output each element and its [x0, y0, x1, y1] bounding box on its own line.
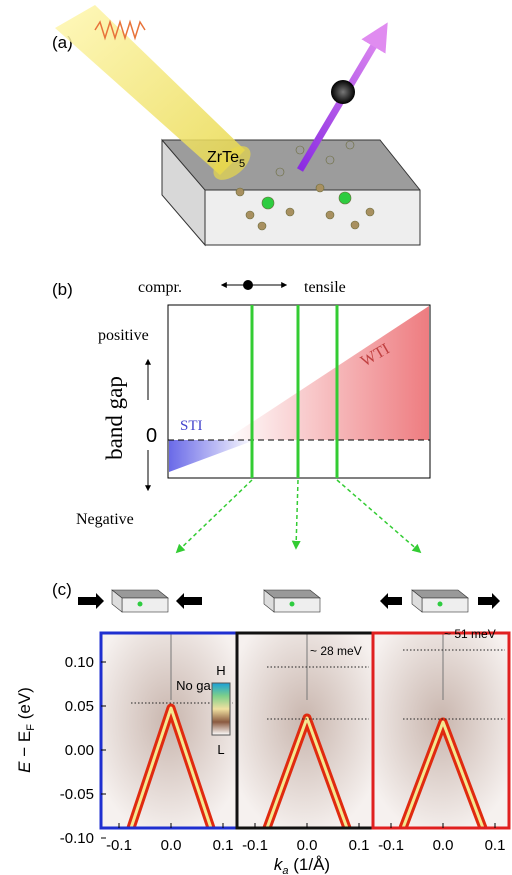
- x-tick-label: 0.0: [297, 837, 318, 854]
- strain-icons: [78, 590, 500, 612]
- x-tick-label: 0.0: [161, 837, 182, 854]
- pull-arrow: [380, 593, 402, 609]
- material-name: ZrTe: [207, 149, 239, 166]
- pull-arrow: [478, 593, 500, 609]
- crystal-front: [205, 190, 420, 245]
- y-label-mid: − E: [15, 731, 34, 762]
- y-label-unit: (eV): [15, 687, 34, 724]
- strain-dot: [243, 280, 253, 290]
- x-tick-label: -0.1: [106, 837, 132, 854]
- x-tick-label: 0.1: [485, 837, 506, 854]
- x-axis-label: ka (1/Å): [274, 855, 330, 875]
- material-subscript: 5: [239, 158, 245, 170]
- y-tick-label: -0.05: [60, 786, 94, 803]
- sti-label: STI: [180, 418, 203, 434]
- push-arrow: [176, 593, 202, 609]
- annotation: ~ 51 meV: [444, 627, 496, 641]
- mini-atom: [438, 602, 443, 607]
- y-label-e: E: [15, 761, 34, 773]
- compression-label: compr.: [138, 279, 182, 296]
- mini-front: [122, 598, 168, 612]
- y-tick-label: 0.05: [65, 698, 94, 715]
- y-tick-label: -0.10: [60, 830, 94, 847]
- mini-atom: [290, 602, 295, 607]
- tensile-label: tensile: [304, 279, 346, 296]
- colorbar: [212, 683, 230, 735]
- negative-label: Negative: [76, 511, 134, 528]
- x-tick-label: 0.1: [213, 837, 234, 854]
- x-label-unit: (1/Å): [289, 855, 331, 874]
- gap-axis-label: band gap: [102, 376, 127, 460]
- y-tick-label: 0.10: [65, 654, 94, 671]
- x-tick-label: 0.0: [433, 837, 454, 854]
- x-tick-label: -0.1: [378, 837, 404, 854]
- y-tick-label: 0.00: [65, 742, 94, 759]
- figure: (a) ZrTe5 (b) compr. tensile STI WTI pos…: [0, 0, 512, 875]
- mini-front: [274, 598, 320, 612]
- panel-label: (b): [52, 280, 73, 299]
- positive-label: positive: [98, 327, 149, 344]
- electron: [331, 80, 355, 104]
- page: (a) ZrTe5 (b) compr. tensile STI WTI pos…: [0, 0, 512, 875]
- push-arrow: [78, 593, 104, 609]
- colorbar-high: H: [216, 663, 225, 678]
- selection-arrows: [177, 480, 420, 552]
- colorbar-low: L: [217, 742, 224, 757]
- arpes-panels: -0.1 0.0 0.1 -0.1 0.0 0.1 -0.1 0.0 0.1 0.10 0.05 0.…: [60, 633, 509, 854]
- x-tick-label: 0.1: [349, 837, 370, 854]
- panel-label: (c): [52, 580, 72, 599]
- zero-label: 0: [146, 425, 157, 447]
- mini-front: [422, 598, 468, 612]
- annotation: ~ 28 meV: [310, 644, 362, 658]
- mini-atom: [138, 602, 143, 607]
- x-tick-label: -0.1: [242, 837, 268, 854]
- y-axis-label: E − EF (eV): [15, 687, 37, 773]
